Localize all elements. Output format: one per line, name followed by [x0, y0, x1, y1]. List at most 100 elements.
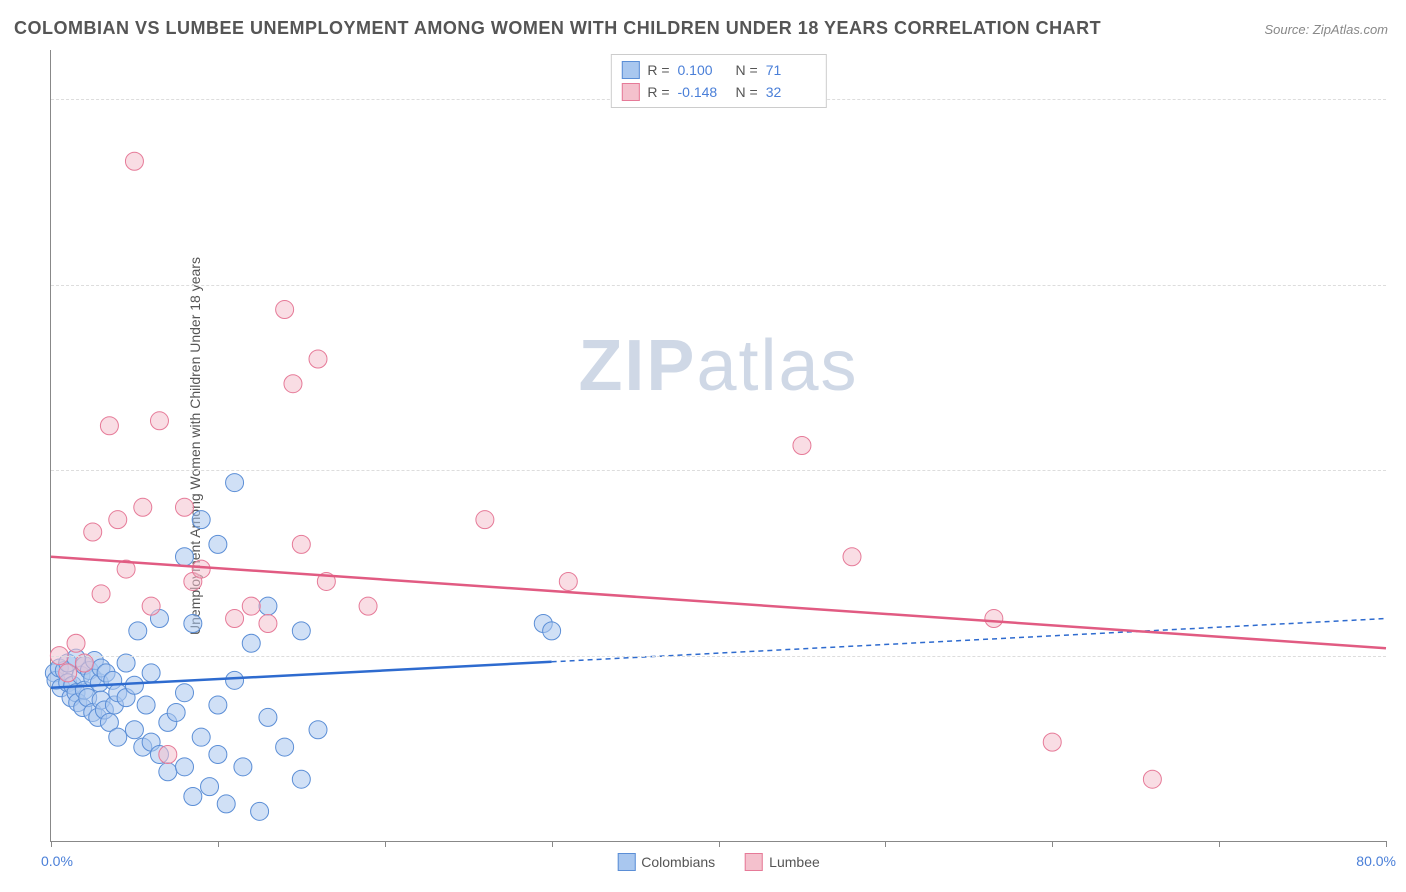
scatter-point [159, 745, 177, 763]
n-label: N = [736, 59, 758, 81]
x-axis-origin-label: 0.0% [41, 853, 73, 869]
scatter-point [226, 610, 244, 628]
legend-item-lumbee: Lumbee [745, 853, 820, 871]
scatter-point [59, 664, 77, 682]
scatter-point [276, 301, 294, 319]
scatter-point [201, 778, 219, 796]
r-value-lumbee: -0.148 [678, 81, 728, 103]
r-value-colombians: 0.100 [678, 59, 728, 81]
scatter-point [192, 728, 210, 746]
n-label: N = [736, 81, 758, 103]
scatter-point [84, 523, 102, 541]
scatter-point [276, 738, 294, 756]
scatter-point [284, 375, 302, 393]
legend-swatch-colombians [621, 61, 639, 79]
x-axis-max-label: 80.0% [1356, 853, 1396, 869]
scatter-point [159, 763, 177, 781]
scatter-point [292, 535, 310, 553]
y-tick-label: 22.5% [1391, 277, 1406, 293]
r-label: R = [647, 81, 669, 103]
scatter-point [259, 708, 277, 726]
scatter-point [129, 622, 147, 640]
legend-row-colombians: R = 0.100 N = 71 [621, 59, 815, 81]
scatter-point [67, 634, 85, 652]
series-legend: Colombians Lumbee [617, 853, 820, 871]
x-tick [385, 841, 386, 847]
scatter-point [359, 597, 377, 615]
scatter-point [259, 614, 277, 632]
chart-plot-area: ZIPatlas R = 0.100 N = 71 R = -0.148 N =… [50, 50, 1386, 842]
scatter-point [176, 684, 194, 702]
scatter-point [242, 634, 260, 652]
x-tick [1052, 841, 1053, 847]
legend-swatch-lumbee [745, 853, 763, 871]
n-value-lumbee: 32 [766, 81, 816, 103]
scatter-point [259, 597, 277, 615]
scatter-point [226, 474, 244, 492]
scatter-point [843, 548, 861, 566]
scatter-point [109, 728, 127, 746]
scatter-point [292, 622, 310, 640]
source-attribution: Source: ZipAtlas.com [1264, 22, 1388, 37]
scatter-point [142, 664, 160, 682]
scatter-point [100, 417, 118, 435]
x-tick [1386, 841, 1387, 847]
gridline-h [51, 656, 1386, 657]
scatter-point [559, 572, 577, 590]
correlation-legend: R = 0.100 N = 71 R = -0.148 N = 32 [610, 54, 826, 108]
legend-item-colombians: Colombians [617, 853, 715, 871]
legend-swatch-colombians [617, 853, 635, 871]
y-tick-label: 7.5% [1391, 648, 1406, 664]
scatter-point [217, 795, 235, 813]
scatter-point [142, 597, 160, 615]
scatter-point [192, 511, 210, 529]
legend-row-lumbee: R = -0.148 N = 32 [621, 81, 815, 103]
scatter-point [125, 676, 143, 694]
scatter-point [134, 498, 152, 516]
gridline-h [51, 285, 1386, 286]
y-tick-label: 15.0% [1391, 462, 1406, 478]
scatter-point [985, 610, 1003, 628]
scatter-point [309, 721, 327, 739]
n-value-colombians: 71 [766, 59, 816, 81]
legend-label-lumbee: Lumbee [769, 854, 820, 870]
x-tick [51, 841, 52, 847]
scatter-point [137, 696, 155, 714]
scatter-point [125, 152, 143, 170]
x-tick [719, 841, 720, 847]
scatter-point [476, 511, 494, 529]
scatter-point [109, 511, 127, 529]
scatter-point [226, 671, 244, 689]
scatter-point [192, 560, 210, 578]
scatter-point [1143, 770, 1161, 788]
chart-title: COLOMBIAN VS LUMBEE UNEMPLOYMENT AMONG W… [14, 18, 1101, 39]
r-label: R = [647, 59, 669, 81]
scatter-point [150, 412, 168, 430]
y-tick-label: 30.0% [1391, 91, 1406, 107]
scatter-point [117, 654, 135, 672]
scatter-point [176, 758, 194, 776]
scatter-point [167, 703, 185, 721]
x-tick [885, 841, 886, 847]
scatter-point [125, 721, 143, 739]
scatter-point [209, 535, 227, 553]
scatter-point [234, 758, 252, 776]
scatter-point [176, 498, 194, 516]
scatter-point [292, 770, 310, 788]
scatter-point [184, 614, 202, 632]
scatter-point [1043, 733, 1061, 751]
scatter-point [309, 350, 327, 368]
scatter-point [176, 548, 194, 566]
scatter-svg [51, 50, 1386, 841]
scatter-point [793, 437, 811, 455]
scatter-point [209, 745, 227, 763]
scatter-point [209, 696, 227, 714]
x-tick [552, 841, 553, 847]
scatter-point [75, 654, 93, 672]
x-tick [1219, 841, 1220, 847]
x-tick [218, 841, 219, 847]
scatter-point [543, 622, 561, 640]
scatter-point [251, 802, 269, 820]
scatter-point [184, 788, 202, 806]
legend-label-colombians: Colombians [641, 854, 715, 870]
